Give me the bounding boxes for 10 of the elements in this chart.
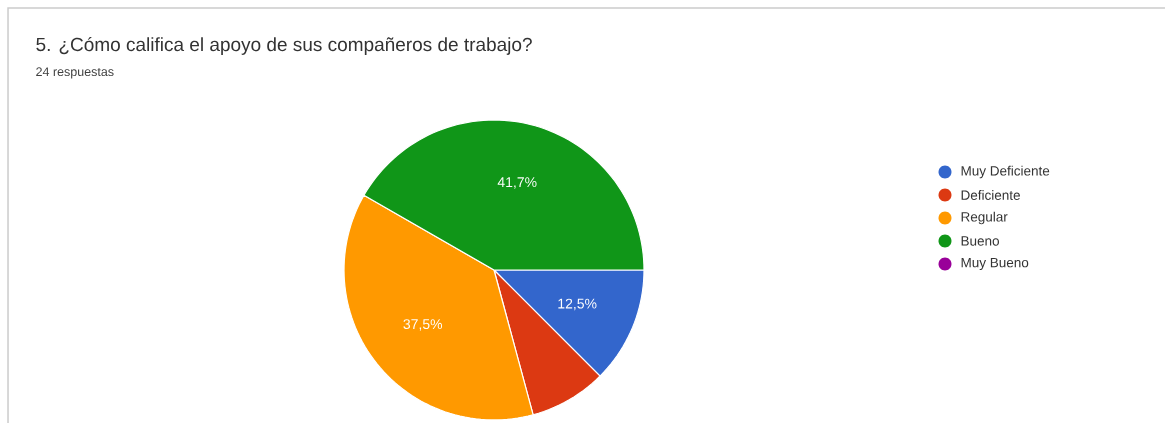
data-label: 41,7% (497, 177, 537, 189)
legend-label: Muy Bueno (961, 257, 1029, 271)
legend-label: Deficiente (961, 190, 1020, 200)
legend-label: Muy Deficiente (961, 165, 1050, 179)
legend-label: Regular (961, 211, 1008, 225)
chart-title: 5. ¿Cómo califica el apoyo de sus compañeros de trabajo? (36, 37, 532, 55)
legend-label: Bueno (961, 236, 999, 246)
text: 24 respuestas (36, 67, 114, 79)
data-label: 12,5% (558, 298, 597, 311)
data-label: 37,5% (403, 319, 443, 331)
